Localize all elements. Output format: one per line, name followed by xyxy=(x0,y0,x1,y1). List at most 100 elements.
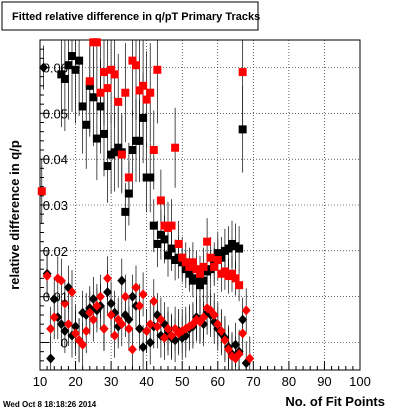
y-tick-label: 0.02 xyxy=(43,244,68,259)
square-marker xyxy=(238,68,247,77)
diamond-marker xyxy=(124,314,134,325)
diamond-marker xyxy=(142,326,152,337)
y-tick-label: 0.03 xyxy=(43,198,68,213)
y-axis-title: relative difference in q/p xyxy=(7,140,22,290)
title-box xyxy=(1,1,259,31)
square-marker xyxy=(228,269,236,278)
diamond-marker xyxy=(220,335,230,346)
square-marker xyxy=(114,143,123,152)
diamond-marker xyxy=(138,342,148,353)
square-marker xyxy=(199,276,208,285)
square-marker xyxy=(192,274,201,283)
x-tick-label: 50 xyxy=(175,374,189,389)
square-marker xyxy=(192,265,201,274)
diamond-marker xyxy=(67,287,77,298)
ticks: 10 20 30 40 50 60 70 80 90 100 0 0.01 0.02 0.03 0.04 0.… xyxy=(33,48,371,389)
diamond-marker xyxy=(71,321,81,332)
square-marker xyxy=(124,173,133,182)
square-marker xyxy=(156,230,165,239)
square-marker xyxy=(64,61,73,70)
diamond-marker xyxy=(71,328,81,339)
square-marker xyxy=(231,274,240,283)
square-marker xyxy=(78,102,87,111)
diamond-marker xyxy=(163,323,173,334)
square-marker xyxy=(85,77,94,86)
y-tick-label: 0.04 xyxy=(43,152,68,167)
x-axis-title: No. of Fit Points xyxy=(285,394,385,409)
x-tick-label: 30 xyxy=(104,374,118,389)
square-marker xyxy=(153,239,162,248)
square-marker xyxy=(181,258,190,267)
square-marker xyxy=(235,281,244,290)
diamond-marker xyxy=(49,293,59,304)
diamond-marker xyxy=(231,339,241,350)
diamond-marker xyxy=(159,332,169,343)
diamond-marker xyxy=(56,319,66,330)
diamond-marker xyxy=(167,330,177,341)
diamond-marker xyxy=(117,275,127,286)
y-tick-label: 0.01 xyxy=(43,290,68,305)
square-marker xyxy=(156,196,165,205)
diamond-marker xyxy=(238,328,248,339)
diamond-marker xyxy=(223,344,233,355)
data-points xyxy=(37,38,255,369)
diamond-marker xyxy=(234,348,244,359)
x-tick-label: 60 xyxy=(211,374,225,389)
diamond-marker xyxy=(88,293,98,304)
diamond-marker xyxy=(238,314,248,325)
square-marker xyxy=(238,125,247,134)
diamond-marker xyxy=(156,314,166,325)
diamond-marker xyxy=(138,289,148,300)
square-marker xyxy=(164,251,172,260)
diamond-marker xyxy=(152,321,162,332)
chart-title: Fitted relative difference in q/pT Prima… xyxy=(12,11,260,23)
square-marker xyxy=(199,262,208,271)
diamond-marker xyxy=(95,291,105,302)
x-tick-label: 20 xyxy=(68,374,82,389)
square-marker xyxy=(110,70,119,79)
square-marker xyxy=(100,129,108,138)
square-marker xyxy=(185,269,194,278)
diamond-marker xyxy=(56,275,66,286)
square-marker xyxy=(57,70,66,79)
square-marker xyxy=(71,65,80,74)
diamond-marker xyxy=(88,314,98,325)
square-marker xyxy=(213,256,222,264)
diamond-marker xyxy=(103,287,113,298)
square-marker xyxy=(220,267,229,276)
diamond-marker xyxy=(149,296,159,307)
diamond-marker xyxy=(60,298,70,309)
square-marker xyxy=(103,84,112,93)
diamond-marker xyxy=(99,323,109,334)
square-marker xyxy=(235,244,244,253)
square-marker xyxy=(149,146,158,154)
square-marker xyxy=(121,207,130,216)
diamond-marker xyxy=(63,319,73,330)
x-tick-label: 70 xyxy=(246,374,260,389)
square-marker xyxy=(89,93,98,102)
square-marker xyxy=(60,74,69,83)
square-marker xyxy=(128,146,137,154)
diamond-marker xyxy=(124,323,134,334)
square-marker xyxy=(135,86,144,95)
square-marker xyxy=(146,88,155,97)
square-marker xyxy=(178,253,187,262)
square-marker xyxy=(210,262,219,271)
square-marker xyxy=(85,81,94,90)
square-marker xyxy=(206,253,215,262)
diamond-marker xyxy=(145,337,155,348)
x-tick-label: 40 xyxy=(139,374,153,389)
diamond-marker xyxy=(135,323,145,334)
diamond-marker xyxy=(106,298,116,309)
square-marker xyxy=(149,221,158,230)
diamond-marker xyxy=(81,326,91,337)
square-marker xyxy=(100,68,108,77)
diamond-marker xyxy=(92,300,102,311)
square-marker xyxy=(124,189,133,198)
square-marker xyxy=(103,162,112,171)
diamond-marker xyxy=(106,310,116,320)
diamond-marker xyxy=(103,273,113,284)
square-marker xyxy=(117,150,126,159)
square-marker xyxy=(114,97,123,106)
